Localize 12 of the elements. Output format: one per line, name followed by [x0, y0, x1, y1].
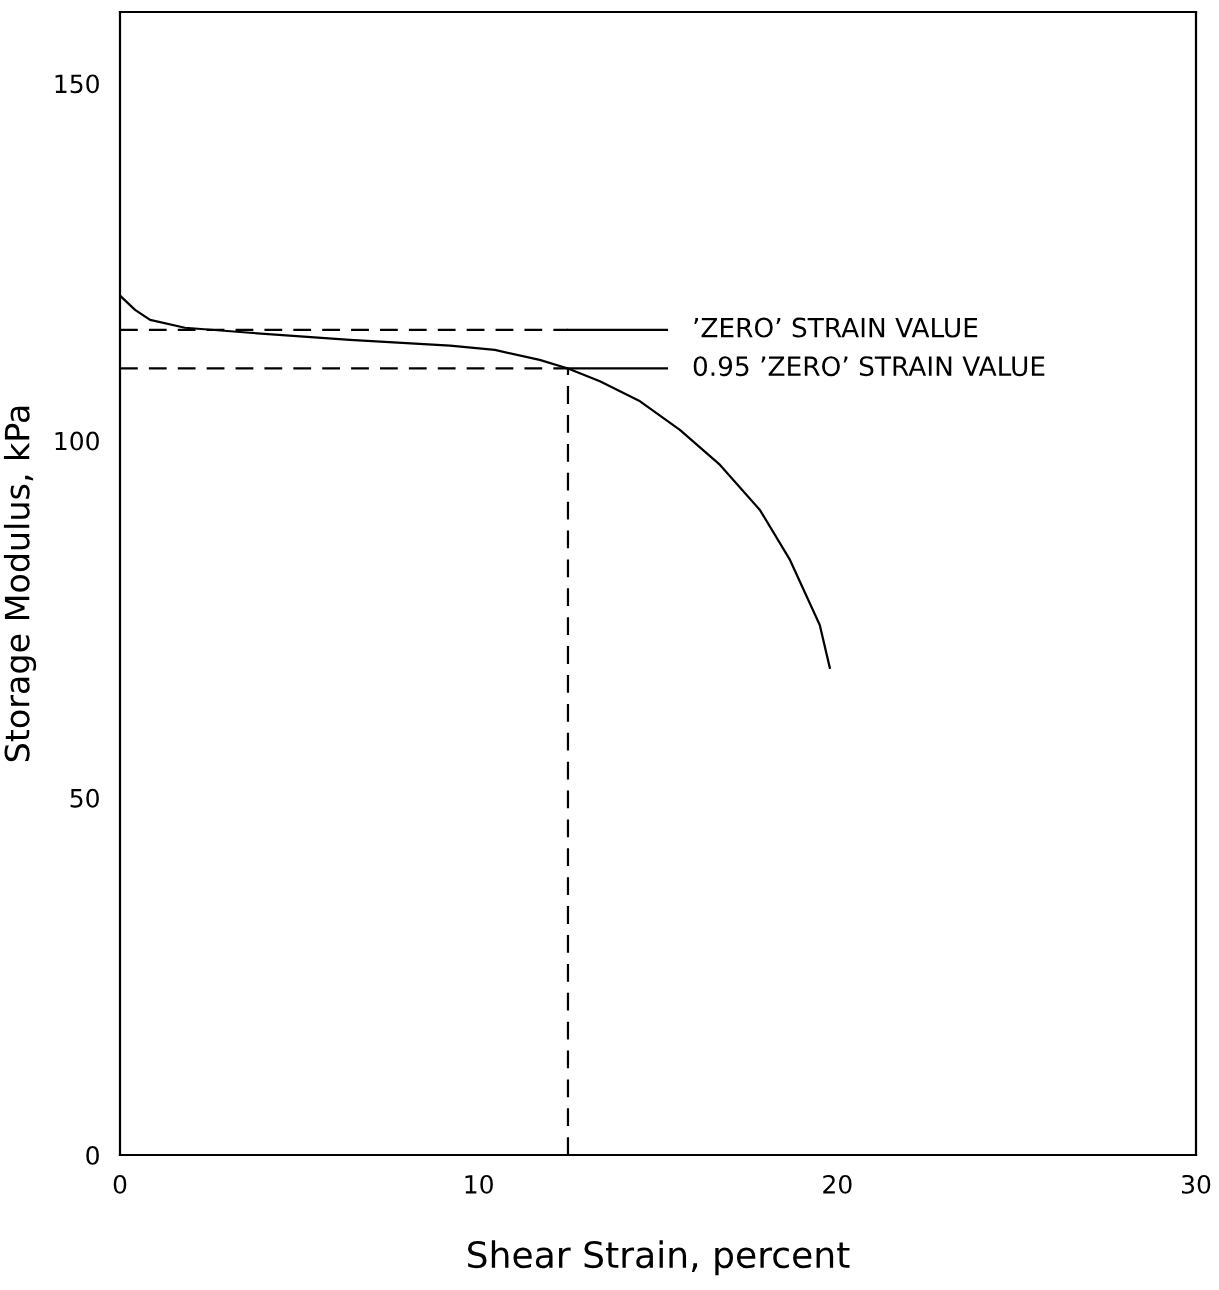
y-tick-label: 150: [55, 74, 99, 94]
x-tick-label: 0: [113, 1174, 127, 1194]
x-tick-label: 20: [823, 1174, 852, 1194]
x-axis-title: Shear Strain, percent: [468, 1240, 850, 1276]
x-tick-label: 10: [465, 1174, 493, 1194]
y-tick-label: 100: [55, 431, 99, 451]
annotation: ’ZERO’ STRAIN VALUE: [694, 317, 978, 338]
x-tick-label: 30: [1182, 1174, 1211, 1194]
y-axis-title: Storage Modulus, kPa: [3, 406, 37, 762]
y-tick-label: 0: [86, 1145, 99, 1165]
y-tick-label: 50: [70, 788, 99, 808]
annotation: 0.95 ’ZERO’ STRAIN VALUE: [693, 356, 1045, 377]
